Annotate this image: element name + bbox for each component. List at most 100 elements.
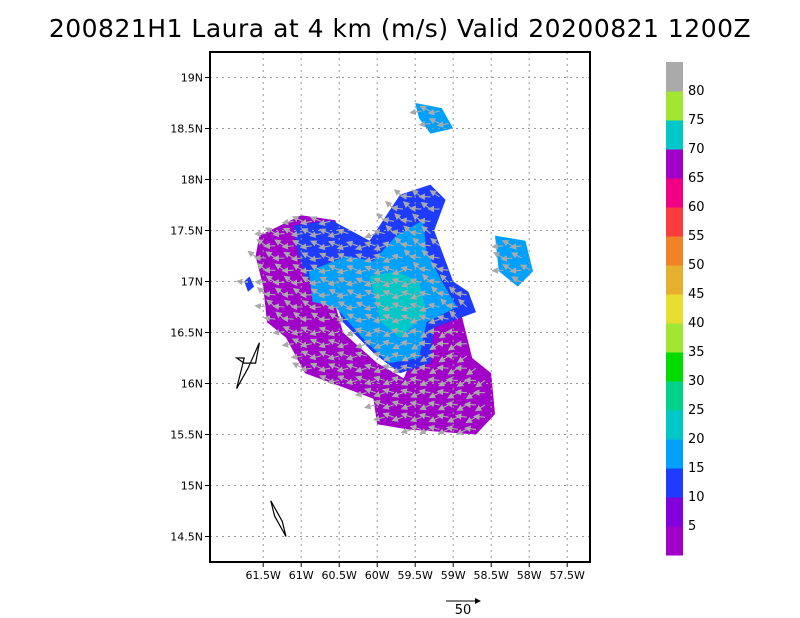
y-tick-label: 17N (181, 276, 203, 289)
wind-vector (400, 265, 413, 273)
wind-vector (382, 217, 394, 224)
wind-vector (427, 278, 440, 285)
wind-vector (439, 274, 449, 283)
wind-vector (382, 241, 395, 248)
wind-vector (272, 230, 285, 238)
wind-vector (510, 252, 522, 259)
wind-vector (464, 425, 477, 433)
wind-vector (429, 190, 440, 198)
wind-vector (436, 388, 449, 396)
colorbar-segment (666, 526, 683, 556)
wind-vector (363, 403, 376, 410)
wind-vector (290, 353, 303, 361)
wind-vector (511, 276, 522, 283)
wind-vector (509, 267, 522, 275)
wind-vector (272, 303, 285, 310)
colorbar-segment (666, 265, 683, 295)
wind-vector (376, 212, 386, 222)
colorbar-label: 5 (688, 519, 696, 534)
colorbar-segment (666, 62, 683, 92)
x-axis-ticks: 61.5W 61W 60.5W 60W 59.5W 59W 58.5W 58W 57.5W (246, 562, 585, 582)
y-tick-label: 16N (181, 378, 203, 391)
wind-vector (427, 109, 440, 116)
x-tick-label: 61.5W (246, 569, 281, 582)
reference-label: 50 (455, 603, 472, 618)
colorbar-segment (666, 120, 683, 150)
wind-vector (500, 255, 513, 262)
x-tick-label: 58.5W (474, 569, 509, 582)
colorbar-segment (666, 410, 683, 440)
wind-vector (427, 352, 440, 359)
wind-vector (427, 400, 440, 408)
wind-vector (418, 266, 431, 273)
wind-vector (318, 219, 331, 226)
y-tick-label: 18N (181, 174, 203, 187)
wind-vector (400, 427, 413, 435)
wind-vector (391, 351, 404, 359)
wind-region-15-4 (415, 103, 454, 134)
wind-vector (454, 413, 467, 420)
colorbar-label: 70 (688, 142, 705, 157)
wind-vector (436, 266, 449, 273)
colorbar-label: 10 (688, 490, 705, 505)
wind-vector (236, 278, 249, 286)
colorbar-label: 55 (688, 229, 705, 244)
colorbar: 5 10 15 20 25 30 35 40 45 50 55 60 65 70 75 80 (666, 62, 705, 556)
wind-vector (391, 205, 404, 212)
wind-vector (454, 290, 467, 298)
y-tick-label: 19N (181, 72, 203, 85)
wind-vector (400, 241, 413, 249)
plot-frame (209, 51, 591, 563)
wind-vector (456, 355, 468, 363)
island-1 (234, 342, 260, 389)
colorbar-label: 30 (688, 374, 705, 389)
wind-vector (474, 404, 486, 412)
colorbar-label: 40 (688, 316, 705, 331)
wind-vector (382, 339, 394, 347)
x-tick-label: 59W (441, 569, 466, 582)
wind-region-15-5 (495, 235, 533, 287)
wind-vector (247, 250, 258, 259)
grid-lines (210, 52, 590, 562)
wind-vector (418, 290, 431, 297)
wind-vector (473, 413, 486, 421)
island-2 (270, 500, 287, 537)
y-tick-label: 16.5N (170, 327, 203, 340)
y-tick-label: 15N (181, 480, 203, 493)
wind-vector (281, 315, 294, 323)
wind-vector (409, 376, 422, 383)
colorbar-label: 45 (688, 287, 705, 302)
x-tick-label: 60W (365, 569, 390, 582)
wind-vector (445, 400, 458, 408)
x-tick-label: 60.5W (322, 569, 357, 582)
wind-vector (327, 304, 340, 311)
wind-vector (436, 121, 449, 128)
colorbar-label: 50 (688, 258, 705, 273)
wind-vector (281, 218, 294, 226)
wind-vector (445, 302, 458, 310)
wind-vector (418, 241, 431, 249)
wind-vector (430, 237, 440, 247)
wind-vector (454, 389, 467, 396)
colorbar-segment (666, 468, 683, 498)
wind-vector (336, 316, 349, 323)
wind-vector (299, 365, 312, 373)
wind-vector (409, 205, 422, 212)
wind-vector (290, 255, 303, 262)
wind-vector (418, 388, 431, 396)
wind-vector (327, 280, 340, 287)
wind-vector (263, 291, 276, 298)
wind-vector (400, 193, 413, 200)
wind-vector (445, 376, 458, 384)
wind-vector (391, 327, 404, 335)
wind-vector (418, 217, 431, 225)
colorbar-segment (666, 207, 683, 237)
reference-vector: 50 (446, 598, 481, 618)
colorbar-segment (666, 352, 683, 382)
wind-vector (418, 340, 431, 347)
colorbar-label: 35 (688, 345, 705, 360)
colorbar-segment (666, 497, 683, 527)
wind-vector (418, 364, 431, 371)
wind-vector (445, 425, 458, 432)
